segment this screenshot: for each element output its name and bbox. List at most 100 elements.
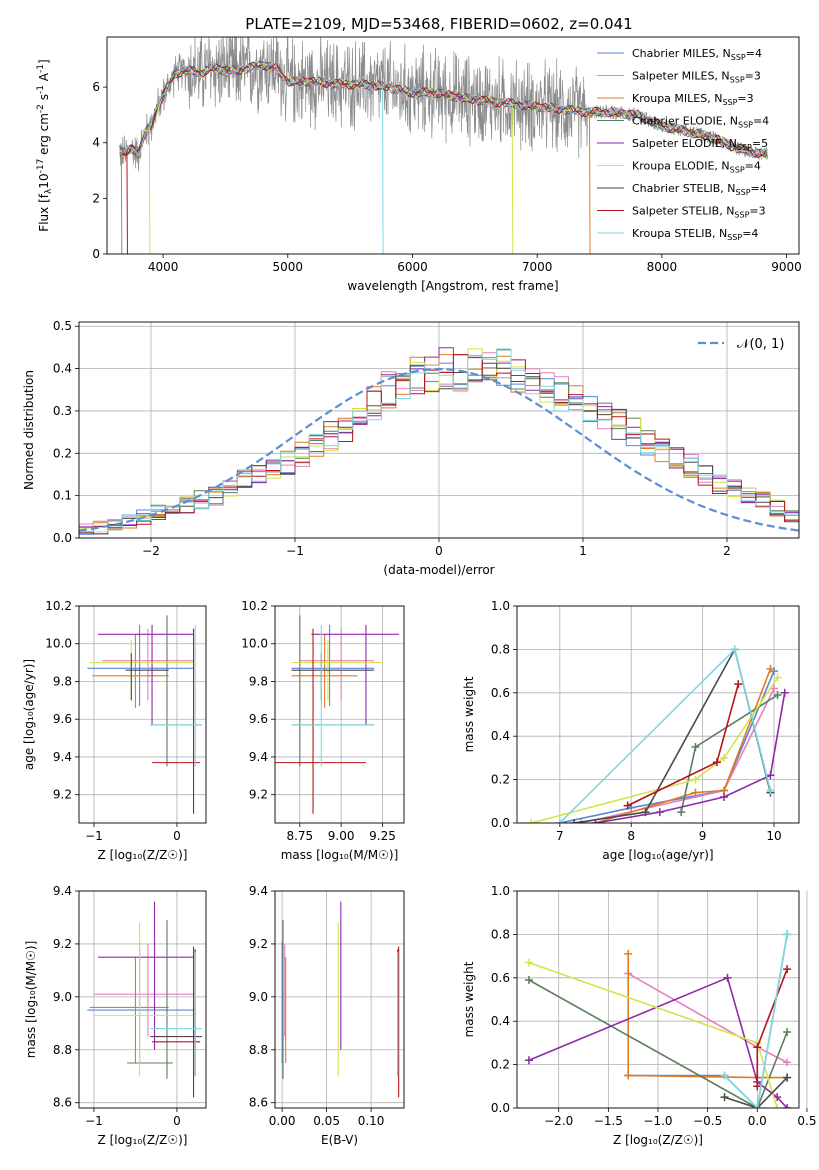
x-tick-label: 2: [723, 544, 731, 558]
plot-area: [527, 645, 789, 823]
axes-frame: [516, 890, 800, 1109]
y-tick-label: 9.8: [249, 674, 268, 688]
x-axis-label: (data-model)/error: [383, 563, 494, 577]
axes-frame: [516, 605, 800, 824]
model-spectrum-salp_stelib: [119, 62, 768, 158]
weight-line-krou_stelib: [723, 934, 788, 1108]
y-tick-label: 9.2: [249, 937, 268, 951]
weight-line-krou_elodie: [531, 677, 779, 823]
y-tick-label: 0.5: [53, 319, 72, 333]
weight-marker-krou_elodie: [773, 1104, 782, 1108]
weight-line-chab_miles: [559, 670, 775, 823]
y-axis-label: mass weight: [462, 961, 476, 1037]
weight-marker-salp_miles: [577, 819, 586, 823]
weight-marker-krou_miles: [624, 1071, 633, 1080]
x-tick-label: 0.0: [748, 1114, 767, 1128]
weight-line-krou_miles: [595, 668, 772, 823]
weight-marker-chab_elodie: [524, 975, 533, 984]
y-tick-label: 0.2: [491, 1058, 510, 1072]
weight-marker-salp_elodie: [720, 792, 729, 801]
x-axis-label: Z [log₁₀(Z/Z☉)]: [613, 1133, 703, 1147]
axes-frame: [78, 890, 207, 1109]
x-tick-label: 5000: [273, 260, 304, 274]
weight-marker-salp_stelib: [753, 1043, 762, 1052]
x-tick-label: 7000: [522, 260, 553, 274]
weight-marker-krou_stelib: [753, 1104, 762, 1108]
x-tick-label: −1.0: [643, 1114, 672, 1128]
x-tick-label: 9.00: [328, 829, 355, 843]
y-tick-label: 9.4: [53, 750, 72, 764]
x-tick-label: −2: [142, 544, 160, 558]
y-tick-label: 10.2: [241, 599, 268, 613]
weight-marker-krou_elodie: [720, 753, 729, 762]
weight-marker-salp_stelib: [783, 965, 792, 974]
y-tick-label: 9.6: [53, 712, 72, 726]
legend-label-chab_elodie: Chabrier ELODIE, NSSP=4: [632, 115, 769, 130]
x-tick-label: 0: [173, 829, 181, 843]
weight-marker-chab_elodie: [773, 690, 782, 699]
y-tick-label: 10.0: [241, 637, 268, 651]
weight-marker-krou_stelib: [783, 930, 792, 939]
y-tick-label: 8.6: [249, 1096, 268, 1110]
legend: Chabrier MILES, NSSP=4 Salpeter MILES, NS…: [597, 47, 769, 242]
axes-frame: [274, 605, 405, 824]
x-tick-label: 6000: [397, 260, 428, 274]
legend-label-salp_miles: Salpeter MILES, NSSP=3: [632, 70, 761, 85]
x-tick-label: 9.25: [369, 829, 396, 843]
y-tick-label: 10.2: [45, 599, 72, 613]
axes-frame: [106, 36, 800, 255]
weight-marker-krou_stelib: [555, 819, 564, 823]
y-tick-label: 0.0: [491, 816, 510, 830]
x-tick-label: 1: [579, 544, 587, 558]
figure-title: PLATE=2109, MJD=53468, FIBERID=0602, z=0…: [245, 15, 632, 33]
axes-frame: [274, 890, 405, 1109]
panel-weight_vs_age: 7 8 9 10 0.0 0.2 0.4 0.6 0.8 1.0 age [log₁₀(age/yr…: [462, 599, 800, 862]
x-tick-label: 0.5: [797, 1114, 816, 1128]
panel-mass_vs_Z: −1 0 8.6 8.8 9.0 9.2 9.4 Z [log₁₀(Z/Z☉)] mass [l…: [24, 884, 207, 1147]
weight-marker-salp_elodie: [723, 973, 732, 982]
weight-marker-salp_miles: [770, 684, 779, 693]
weight-marker-salp_stelib: [712, 758, 721, 767]
legend-label-chab_stelib: Chabrier STELIB, NSSP=4: [632, 182, 767, 197]
y-tick-label: 0.6: [491, 686, 510, 700]
y-tick-label: 0.4: [491, 729, 510, 743]
legend-label-salp_elodie: Salpeter ELODIE, NSSP=5: [632, 137, 768, 152]
y-axis-label: age [log₁₀(age/yr)]: [22, 659, 36, 770]
weight-marker-salp_elodie: [780, 688, 789, 697]
y-axis-label: Flux [fλ10-17 erg cm-2 s-1 A-1]: [36, 59, 54, 231]
y-axis-label: mass weight: [462, 676, 476, 752]
x-tick-label: 10: [766, 829, 781, 843]
weight-marker-salp_stelib: [623, 801, 632, 810]
legend-label-chab_miles: Chabrier MILES, NSSP=4: [632, 47, 762, 62]
y-tick-label: 8.6: [53, 1096, 72, 1110]
axes-frame: [78, 321, 800, 539]
weight-marker-krou_stelib: [730, 645, 739, 654]
weight-marker-chab_elodie: [677, 808, 686, 817]
plot-area: [524, 930, 792, 1108]
y-axis-label: mass [log₁₀(M/M☉)]: [24, 941, 38, 1059]
x-axis-label: E(B-V): [321, 1133, 358, 1147]
x-tick-label: −1.5: [594, 1114, 623, 1128]
y-tick-label: 10.0: [45, 637, 72, 651]
weight-marker-krou_miles: [691, 788, 700, 797]
weight-marker-chab_stelib: [783, 1073, 792, 1082]
weight-marker-krou_stelib: [720, 1071, 729, 1080]
plot-area: [275, 615, 400, 814]
x-tick-label: −2.0: [544, 1114, 573, 1128]
x-axis-label: mass [log₁₀(M/M☉)]: [281, 848, 399, 862]
legend-label-salp_stelib: Salpeter STELIB, NSSP=3: [632, 205, 766, 220]
x-axis-label: age [log₁₀(age/yr)]: [602, 848, 713, 862]
legend-label-normal: 𝒩(0, 1): [737, 337, 784, 352]
weight-marker-chab_stelib: [570, 819, 579, 823]
weight-marker-krou_elodie: [524, 958, 533, 967]
x-tick-label: −1: [85, 829, 103, 843]
plot-area: [281, 901, 400, 1098]
y-tick-label: 0.8: [491, 927, 510, 941]
y-axis-label: Normed distribution: [22, 370, 36, 490]
y-tick-label: 0.4: [53, 362, 72, 376]
weight-marker-salp_stelib: [734, 680, 743, 689]
normal-curve: [79, 367, 799, 532]
x-tick-label: −1: [286, 544, 304, 558]
x-tick-label: 4000: [148, 260, 179, 274]
